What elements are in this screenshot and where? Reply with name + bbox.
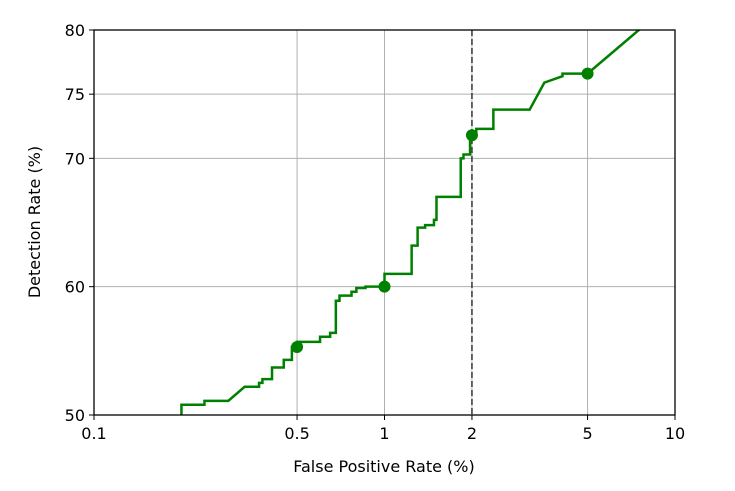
x-tick-label: 0.5	[284, 424, 309, 443]
y-tick-label: 80	[65, 21, 85, 40]
x-tick-label: 1	[379, 424, 389, 443]
x-tick-label: 0.1	[81, 424, 106, 443]
data-point	[378, 280, 391, 293]
data-point	[291, 340, 304, 353]
y-tick-label: 70	[65, 149, 85, 168]
x-axis-label: False Positive Rate (%)	[293, 457, 474, 476]
y-tick-label: 75	[65, 85, 85, 104]
data-point	[465, 129, 478, 142]
x-tick-label: 2	[467, 424, 477, 443]
y-axis-label: Detection Rate (%)	[25, 146, 44, 298]
y-axis: 50 60 70 75 80	[65, 21, 94, 425]
y-tick-label: 60	[65, 278, 85, 297]
y-tick-label: 50	[65, 406, 85, 425]
markers-group	[291, 67, 594, 353]
data-point	[581, 67, 594, 80]
x-tick-label: 10	[665, 424, 685, 443]
x-tick-label: 5	[582, 424, 592, 443]
x-axis: 0.1 0.5 1 2 5 10	[81, 415, 685, 443]
